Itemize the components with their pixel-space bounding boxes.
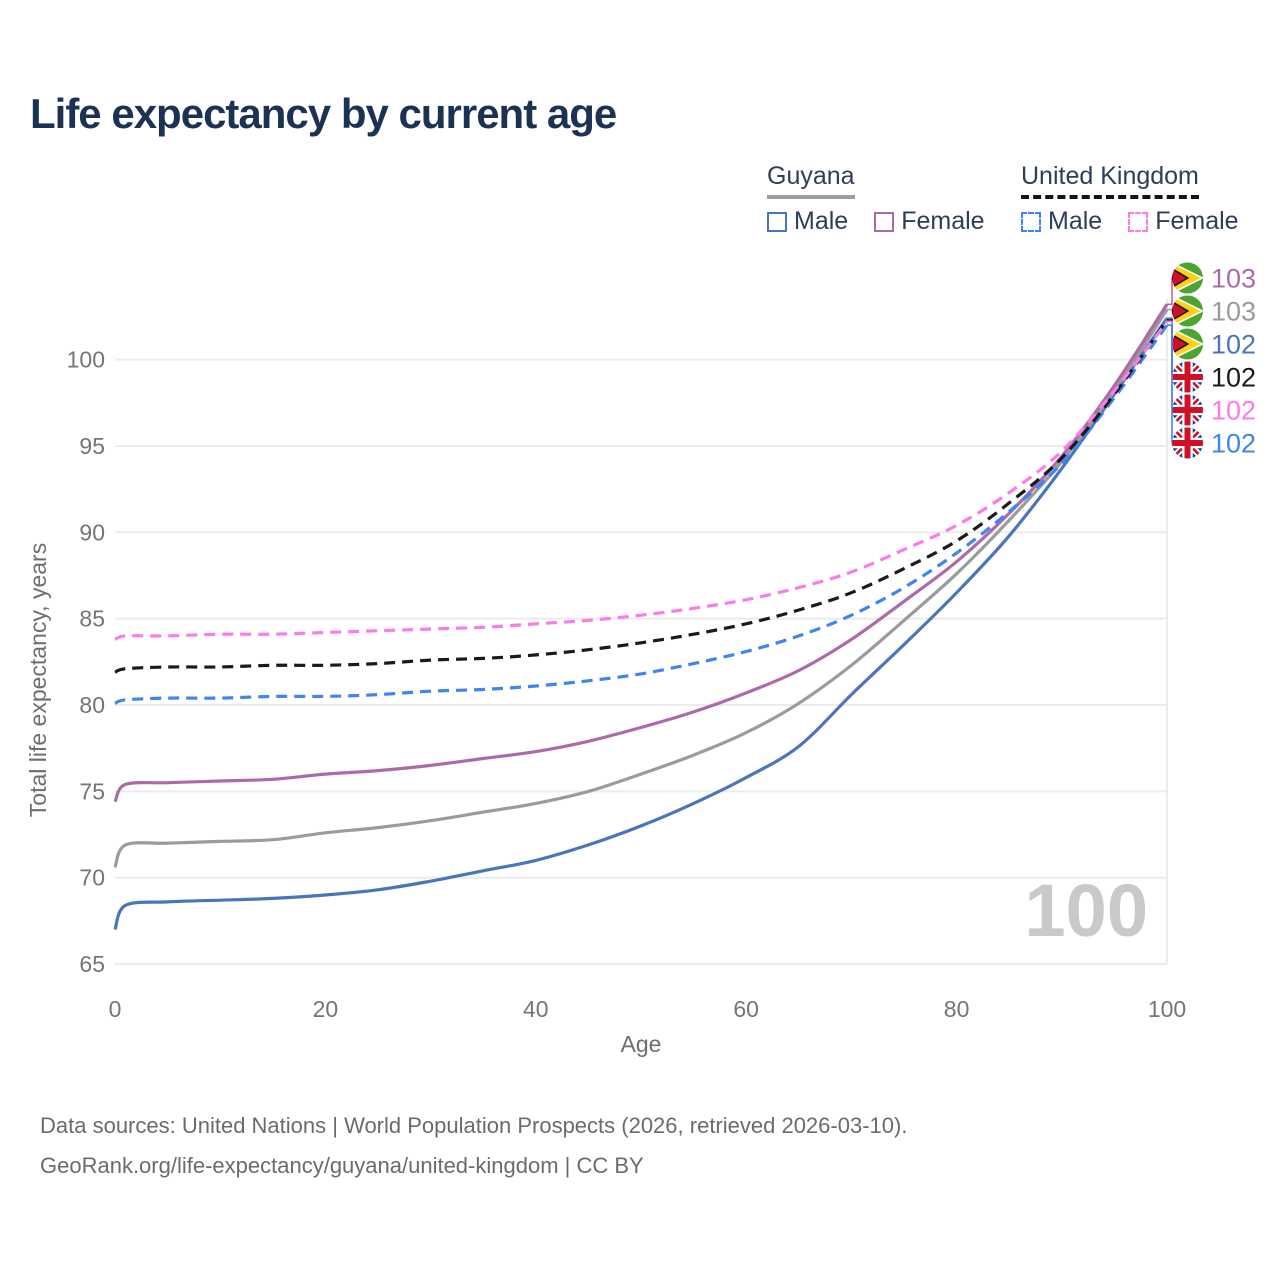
line-guyana-female[interactable] [113,303,1169,803]
united-kingdom-flag-icon [1172,394,1203,426]
uk-female-swatch-icon [1128,211,1149,232]
x-axis-title: Age [621,1031,662,1057]
united-kingdom-flag-icon [1172,361,1203,393]
y-tick-label-90: 90 [79,519,105,545]
x-tick-label-60: 60 [733,996,759,1022]
x-tick-label-80: 80 [944,996,970,1022]
guyana-male-swatch-icon [767,211,787,232]
page-title: Life expectancy by current age [30,90,617,137]
x-tick-label-0: 0 [109,996,122,1022]
end-value-label-united-kingdom-both-sexes: 102 [1211,363,1256,393]
guyana-flag-icon [1172,262,1203,294]
guyana-female-swatch-icon [874,211,895,232]
legend-header-united-kingdom[interactable]: United Kingdom [1021,162,1199,199]
y-tick-label-75: 75 [79,778,105,804]
legend-row-united-kingdom: Male Female [1021,207,1239,236]
y-tick-label-100: 100 [67,347,105,373]
line-guyana-both-sexes[interactable] [113,308,1169,868]
guyana-flag-icon [1172,328,1203,360]
legend-group-guyana: Guyana Male Female [767,162,985,236]
legend-item-uk-female[interactable]: Female [1128,207,1239,236]
y-tick-label-85: 85 [79,606,105,632]
legend-item-guyana-male[interactable]: Male [767,207,848,236]
line-united-kingdom-both-sexes[interactable] [114,318,1169,674]
legend-item-uk-male[interactable]: Male [1021,207,1102,236]
legend-item-guyana-female[interactable]: Female [874,207,985,236]
line-united-kingdom-female[interactable] [114,320,1169,641]
end-value-label-guyana-male: 102 [1211,330,1256,360]
x-tick-label-40: 40 [523,996,549,1022]
guyana-flag-icon [1172,295,1203,327]
uk-male-swatch-icon [1021,211,1041,232]
y-tick-label-65: 65 [79,951,105,977]
legend-header-guyana[interactable]: Guyana [767,162,855,199]
x-tick-label-20: 20 [313,996,339,1022]
y-tick-label-80: 80 [79,692,105,718]
age-watermark: 100 [1024,869,1148,952]
united-kingdom-flag-icon [1172,427,1203,459]
line-united-kingdom-male[interactable] [114,324,1169,705]
end-value-label-united-kingdom-female: 102 [1211,396,1256,426]
footer-attribution: GeoRank.org/life-expectancy/guyana/unite… [40,1153,644,1178]
legend-row-guyana: Male Female [767,207,985,236]
legend-item-label: Female [1155,207,1239,235]
end-value-label-guyana-both-sexes: 103 [1211,297,1256,327]
end-value-label-united-kingdom-male: 102 [1211,429,1256,459]
y-tick-label-70: 70 [79,865,105,891]
y-axis-title: Total life expectancy, years [25,543,51,817]
line-guyana-male[interactable] [113,317,1169,931]
legend-item-label: Male [794,207,849,235]
footer-data-sources: Data sources: United Nations | World Pop… [40,1113,908,1138]
end-value-label-guyana-female: 103 [1211,264,1256,294]
footer: Data sources: United Nations | World Pop… [40,1106,907,1186]
y-tick-label-95: 95 [79,433,105,459]
legend-item-label: Male [1048,207,1103,235]
x-tick-label-100: 100 [1148,996,1186,1022]
legend-group-united-kingdom: United Kingdom Male Female [1021,162,1239,236]
legend-item-label: Female [901,207,985,235]
